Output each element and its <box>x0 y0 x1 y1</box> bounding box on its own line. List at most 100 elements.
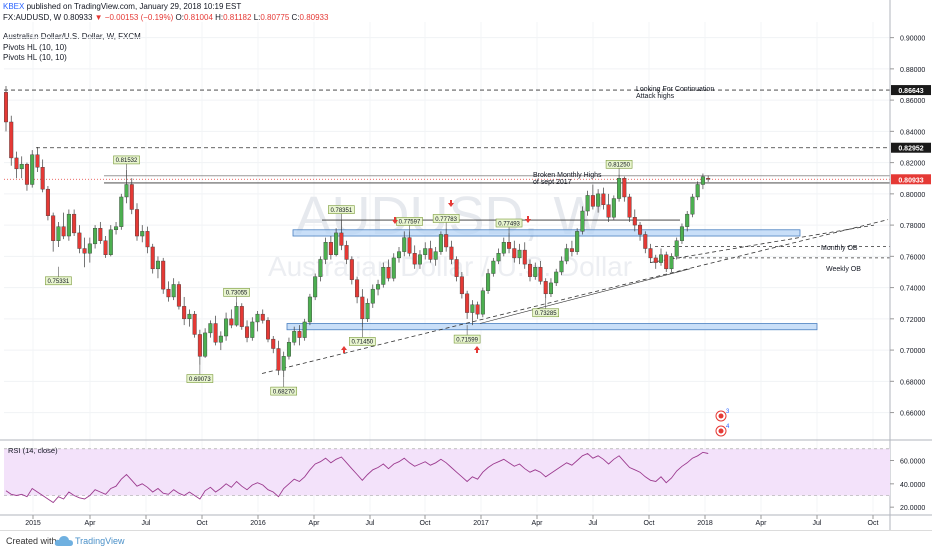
candle-body <box>397 251 402 259</box>
candle-body <box>417 254 422 265</box>
price-tag-label: 0.80933 <box>898 177 923 184</box>
candle-body <box>480 290 485 315</box>
rsi-label: RSI (14, close) <box>8 446 58 455</box>
candle-body <box>559 260 564 273</box>
candle-body <box>203 332 208 357</box>
candle-body <box>386 267 391 279</box>
candle-body <box>271 338 276 349</box>
candle-body <box>444 234 449 248</box>
pivot-label-box <box>453 334 481 344</box>
time-tick-label: Jul <box>589 520 598 527</box>
pivot-label-box <box>605 160 633 169</box>
high-label: H: <box>215 13 224 22</box>
candle-body <box>674 240 679 257</box>
candle-body <box>470 304 475 313</box>
candle-body <box>486 273 491 291</box>
price-tick-label: 0.68000 <box>900 379 925 386</box>
down-arrow-icon: ▼ <box>94 13 103 22</box>
candle-body <box>14 157 19 170</box>
candle-body <box>638 224 643 235</box>
candle-body <box>407 237 412 254</box>
candle-body <box>302 321 307 338</box>
candle-body <box>706 178 711 180</box>
candle-body <box>61 226 66 237</box>
indicator-pivots-2[interactable]: Pivots HL (10, 10) <box>3 53 67 62</box>
price-axis: 0.90000 0.88000 0.86000 0.84000 0.82000 0.800… <box>889 0 925 530</box>
high-value: 0.81182 <box>223 13 252 22</box>
price-tag-box <box>891 174 931 185</box>
candle-body <box>307 296 312 323</box>
candle-body <box>402 237 407 252</box>
time-tick-label: 2015 <box>25 520 41 527</box>
time-tick-label: Oct <box>197 520 208 527</box>
candle-body <box>66 213 71 237</box>
candle-body <box>344 245 349 260</box>
rsi-tick-label: 40.0000 <box>900 482 925 489</box>
candle-body <box>611 198 616 218</box>
candle-body <box>19 163 24 170</box>
svg-text:4: 4 <box>726 424 730 430</box>
pivot-labels: 0.81532 0.75331 0.69073 0.73055 0.68270 0.783… <box>45 155 633 395</box>
candle-body <box>339 232 344 246</box>
time-tick-label: Apr <box>85 520 97 527</box>
price-tick-label: 0.86000 <box>900 98 925 105</box>
candle-body <box>323 242 328 260</box>
chart-title: Australian Dollar/U.S. Dollar, W, FXCM <box>3 32 141 41</box>
candle-body <box>77 232 82 249</box>
candle-body <box>239 306 244 327</box>
candle-body <box>286 342 291 357</box>
candle-body <box>108 229 113 255</box>
candle-body <box>548 282 553 295</box>
price-tick-label: 0.74000 <box>900 286 925 293</box>
tradingview-brand[interactable]: TradingView <box>75 536 125 546</box>
candle-body <box>297 331 302 338</box>
price-chart[interactable]: AUDUSD, W Australian Dollar / U.S. Dolla… <box>0 0 932 530</box>
candle-body <box>632 217 637 226</box>
time-tick-label: Oct <box>868 520 879 527</box>
price-tag-label: 0.82952 <box>898 146 923 153</box>
trendline-solid <box>479 268 691 324</box>
symbol-label[interactable]: FX:AUDUSD, W <box>3 13 62 22</box>
open-value: 0.81004 <box>183 13 213 22</box>
annotations: Looking For Continuation Attack highs Br… <box>533 86 861 273</box>
candle-body <box>664 254 669 270</box>
publish-info: KBEX published on TradingView.com, Janua… <box>3 2 241 12</box>
close-label: C: <box>291 13 300 22</box>
candle-body <box>370 288 375 304</box>
candle-body <box>313 276 318 298</box>
candle-body <box>292 331 297 343</box>
candle-body <box>30 154 35 185</box>
candle-body <box>365 303 370 320</box>
time-tick-label: Jul <box>813 520 822 527</box>
candle-body <box>376 284 381 290</box>
candle-body <box>507 242 512 249</box>
candle-body <box>56 226 61 241</box>
candle-body <box>475 304 480 315</box>
candle-body <box>528 263 533 277</box>
price-tag-box <box>891 142 931 153</box>
candle-body <box>381 267 386 285</box>
time-tick-label: Apr <box>309 520 321 527</box>
candle-body <box>182 306 187 320</box>
rsi-pane: 60.0000 40.0000 20.0000 <box>4 448 925 512</box>
candle-body <box>119 196 124 227</box>
pivot-label: 0.71599 <box>456 337 478 343</box>
candle-body <box>695 184 700 198</box>
candle-body <box>569 248 574 252</box>
arrow-down-icon <box>448 200 454 207</box>
price-tick-label: 0.70000 <box>900 348 925 355</box>
price-tick-label: 0.76000 <box>900 254 925 261</box>
candle-body <box>161 260 166 290</box>
price-tick-label: 0.84000 <box>900 129 925 136</box>
candle-body <box>669 256 674 270</box>
pivot-label-box <box>328 205 355 214</box>
symbol-info: FX:AUDUSD, W 0.80933 ▼ −0.00153 (−0.19%)… <box>3 13 328 23</box>
candle-body <box>355 279 360 298</box>
rsi-tick-label: 60.0000 <box>900 459 925 466</box>
event-icon[interactable]: 3 4 <box>715 409 730 437</box>
candle-body <box>685 213 690 227</box>
candle-body <box>171 284 176 298</box>
publisher-name[interactable]: KBEX <box>3 2 25 11</box>
candle-body <box>438 234 443 252</box>
indicator-pivots-1[interactable]: Pivots HL (10, 10) <box>3 43 67 52</box>
